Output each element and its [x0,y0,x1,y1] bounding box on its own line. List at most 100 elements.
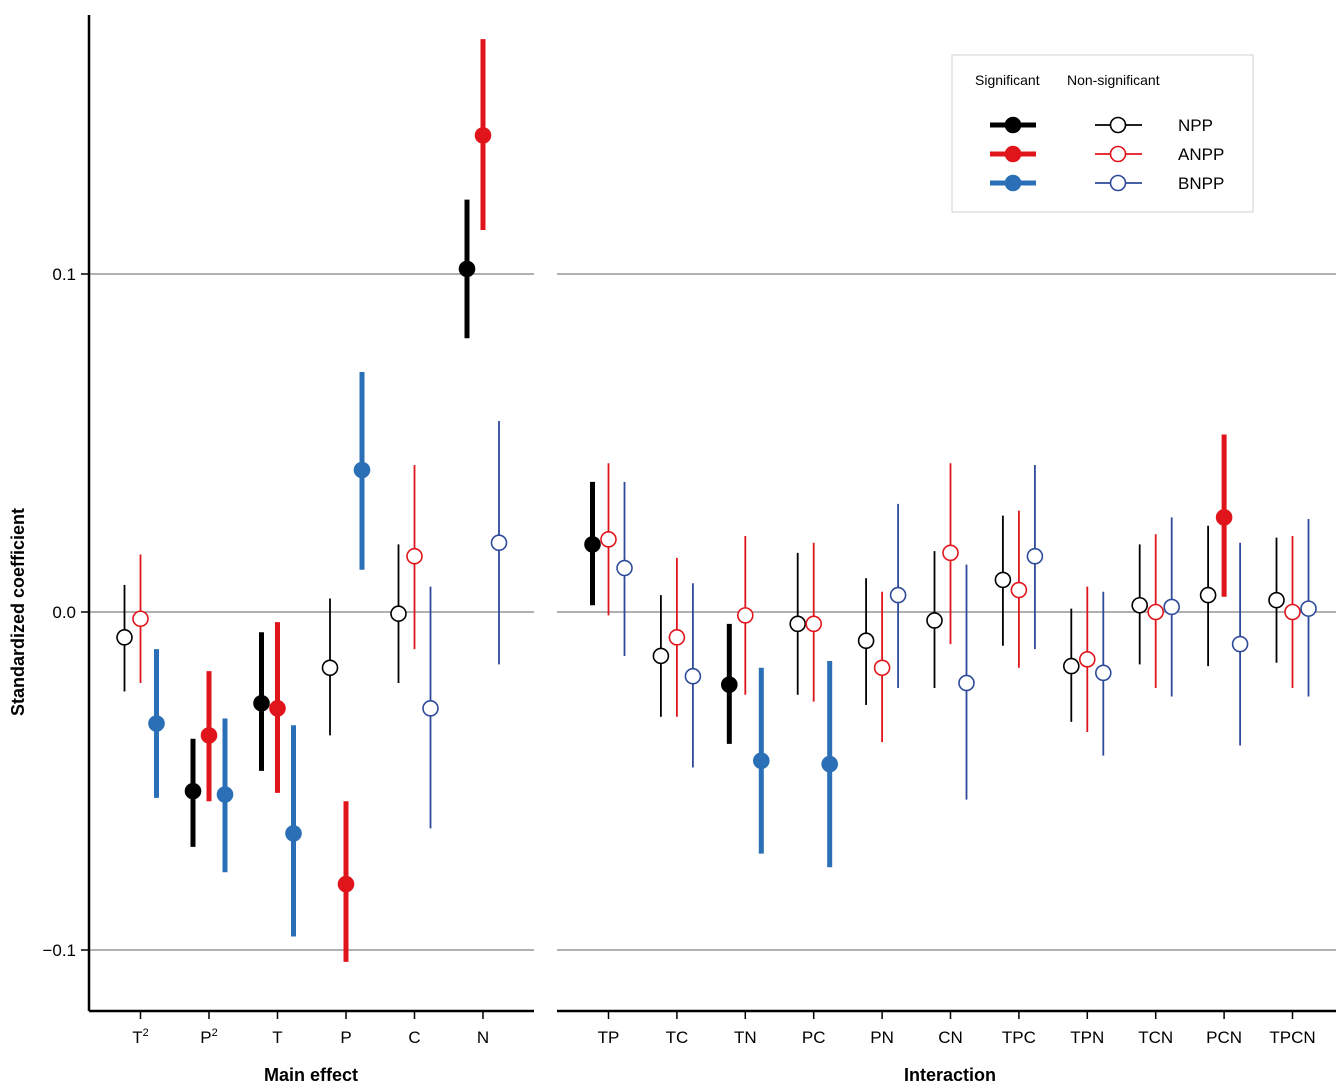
anpp-point [474,127,492,144]
npp-point [116,629,133,646]
x-tick-label-text: T [272,1028,282,1047]
x-tick-label-text: N [477,1028,489,1047]
bnpp-point [752,752,770,770]
bnpp-point [958,674,975,692]
bnpp-point [684,667,702,685]
npp-point [720,676,738,693]
x-tick-label: P2 [200,1027,217,1047]
bnpp-point [889,586,907,604]
anpp-point [337,875,355,893]
anpp-point [1147,603,1164,621]
bnpp-point [422,700,439,717]
x-tick-label: TPC [1002,1028,1036,1047]
anpp-point [1079,651,1096,668]
x-tick-label-text: T [132,1028,142,1047]
npp-point [1131,596,1148,614]
x-ticks: T2 P2 T P C N TP TC TN PC PN CN TPC TPN TCN PCN TPCN [132,1011,1316,1047]
bnpp-point [285,825,302,842]
anpp-point [269,700,286,717]
data-marks [116,39,1317,962]
npp-point [1063,657,1080,675]
npp-point [458,260,476,278]
x-tick-label: TCN [1138,1028,1173,1047]
bnpp-point [821,755,839,773]
x-tick-label: TP [598,1028,620,1047]
bnpp-legend-label: BNPP [1178,174,1224,193]
x-axis-title-interaction: Interaction [904,1065,996,1085]
legend-box [951,54,1254,213]
npp-point [1199,586,1217,604]
x-tick-label-text: C [408,1028,420,1047]
x-tick-label-text: P [340,1028,351,1047]
y-ticks: −0.1 0.0 0.1 [42,265,89,960]
npp-point [584,536,601,553]
x-tick-label-text: TC [666,1028,689,1047]
anpp-point [1010,581,1028,599]
bnpp-point [1300,600,1317,617]
x-tick-label: C [408,1028,420,1047]
x-tick-label-text: CN [938,1028,963,1047]
x-tick-label: TN [734,1028,757,1047]
legend: Significant Non-significant NPP ANPP BNPP [951,54,1254,213]
legend-header-significant: Significant [975,72,1040,88]
npp-point [857,632,875,650]
npp-point [789,615,807,633]
bnpp-point [148,715,165,732]
x-tick-label-text: PN [870,1028,894,1047]
x-tick-label-text: PCN [1206,1028,1242,1047]
axes [87,15,1336,1013]
anpp-point [805,615,823,633]
y-axis-title: Standardized coefficient [8,508,28,716]
npp-legend-sig-point [1004,116,1022,134]
x-tick-label: PCN [1206,1028,1242,1047]
y-tick-label: 0.0 [52,603,76,622]
x-tick-label: TPN [1070,1028,1104,1047]
x-tick-label: P [340,1028,351,1047]
x-tick-label-text: TN [734,1028,757,1047]
anpp-legend-nonsig-point [1109,145,1127,163]
anpp-point [132,610,149,628]
x-tick-label-superscript: 2 [212,1027,218,1039]
anpp-point [668,629,686,646]
bnpp-point [216,786,234,803]
bnpp-point [1163,598,1180,616]
bnpp-point [353,461,371,479]
anpp-point [600,531,617,548]
npp-legend-nonsig-point [1109,116,1127,134]
x-axis-title-main-effect: Main effect [264,1065,358,1085]
x-tick-label-text: TPCN [1269,1028,1315,1047]
anpp-point [406,547,423,565]
anpp-point [1284,603,1301,621]
bnpp-point [616,559,633,577]
x-tick-label-text: TPC [1002,1028,1036,1047]
anpp-point [873,659,891,677]
x-tick-label: PN [870,1028,894,1047]
x-tick-label-superscript: 2 [143,1027,149,1039]
npp-point [652,647,670,665]
npp-point [184,782,202,800]
bnpp-point [1095,664,1112,682]
bnpp-point [490,534,508,552]
npp-point [1268,591,1285,609]
x-tick-label: TC [666,1028,689,1047]
legend-header-non-significant: Non-significant [1067,72,1160,88]
bnpp-point [1026,547,1044,565]
gridlines [89,273,1336,951]
x-tick-label: TPCN [1269,1028,1315,1047]
anpp-point [942,544,959,562]
x-tick-label-text: PC [802,1028,826,1047]
npp-legend-label: NPP [1178,116,1213,135]
npp-point [321,659,339,677]
bnpp-point [1231,635,1249,653]
x-tick-label-text: TPN [1070,1028,1104,1047]
x-tick-label: CN [938,1028,963,1047]
y-tick-label: 0.1 [52,265,76,284]
y-tick-label: −0.1 [42,941,76,960]
anpp-point [200,727,218,744]
anpp-point [1215,509,1233,526]
anpp-legend-label: ANPP [1178,145,1224,164]
x-tick-label: T2 [132,1027,149,1047]
anpp-point [736,607,754,624]
anpp-legend-sig-point [1004,145,1022,163]
